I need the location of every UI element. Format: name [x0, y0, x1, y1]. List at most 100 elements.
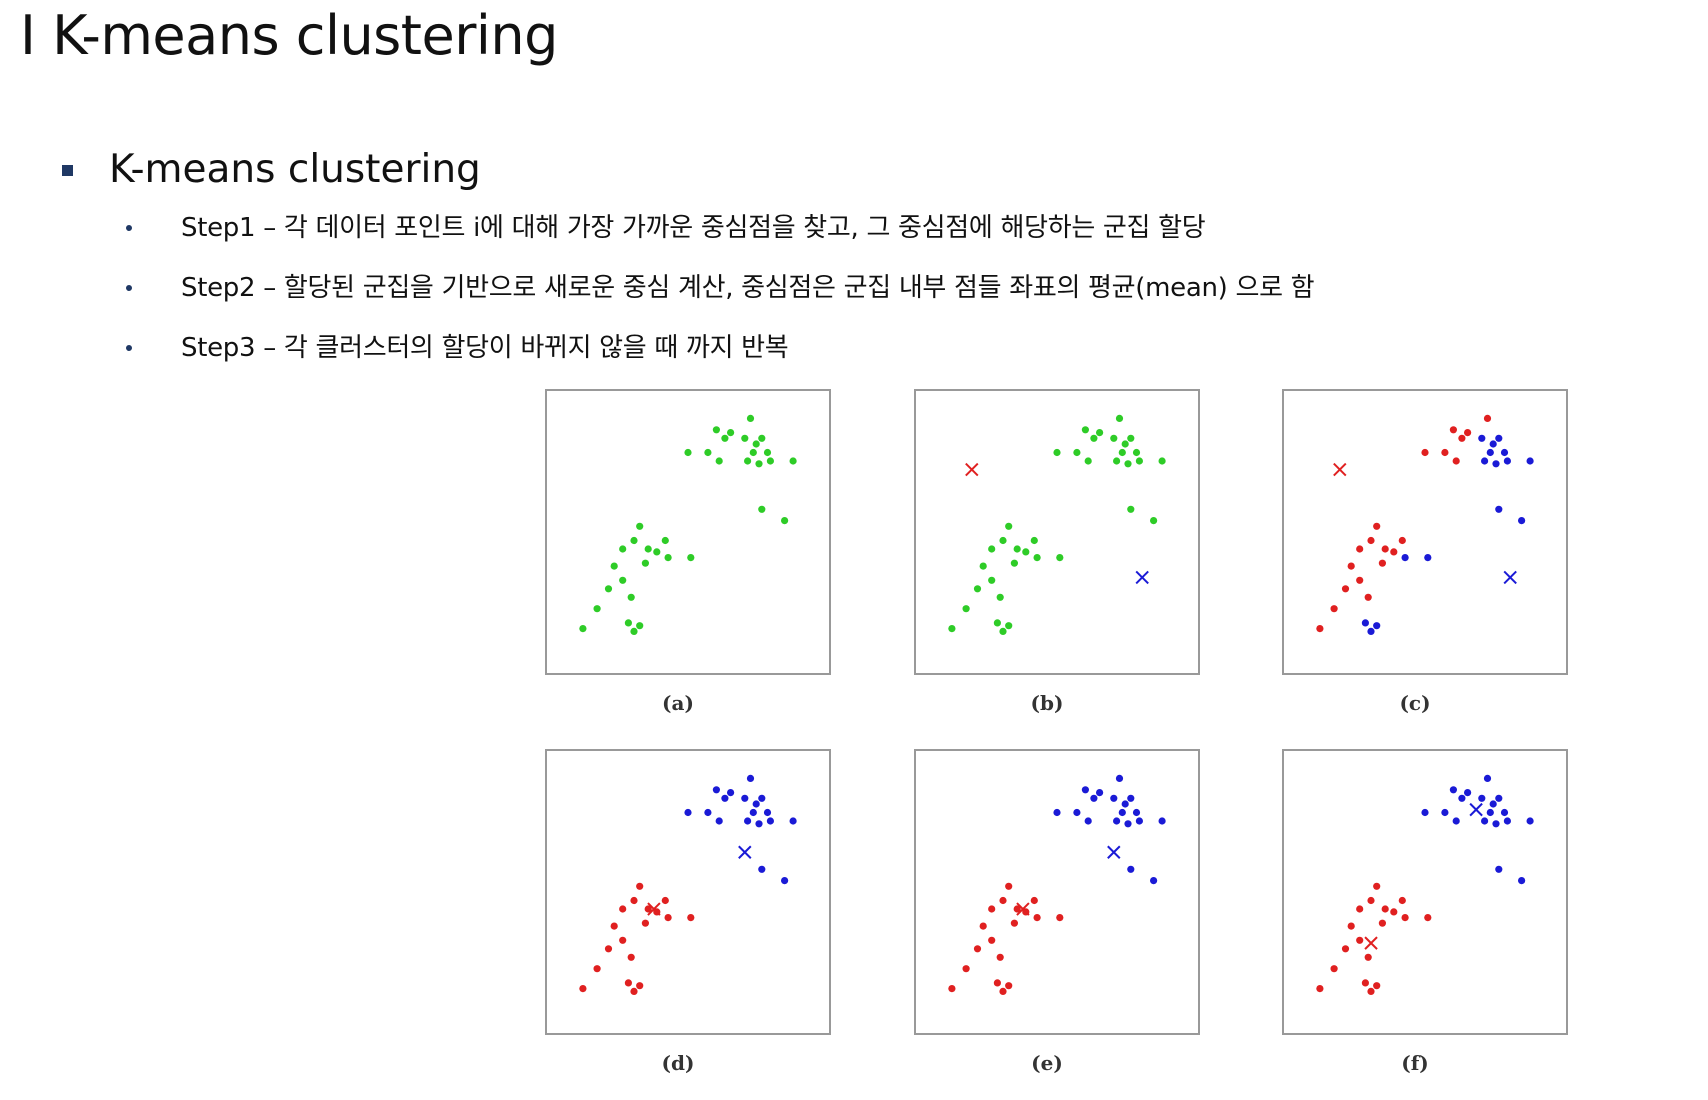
- data-point: [741, 434, 749, 442]
- data-point: [993, 979, 1002, 987]
- dot-bullet-icon: [126, 225, 132, 231]
- panel-frame: [1282, 749, 1568, 1035]
- data-point: [715, 817, 723, 825]
- data-point: [758, 434, 766, 442]
- panel-frame: [914, 389, 1200, 675]
- data-point: [741, 794, 749, 802]
- data-point: [1503, 817, 1511, 825]
- step-item-1: Step1 – 각 데이터 포인트 i에 대해 가장 가까운 중심점을 찾고, …: [62, 198, 1314, 258]
- data-point: [1158, 817, 1166, 825]
- data-point: [1495, 865, 1503, 873]
- page-title: I K-means clustering: [20, 4, 558, 67]
- step-text-1: Step1 – 각 데이터 포인트 i에 대해 가장 가까운 중심점을 찾고, …: [181, 213, 1206, 243]
- data-point: [641, 919, 650, 927]
- data-point: [1503, 457, 1511, 465]
- data-point: [1367, 536, 1375, 545]
- data-point: [1489, 440, 1497, 448]
- data-point: [619, 576, 627, 584]
- centroid-cross-icon: [738, 845, 752, 859]
- data-point: [1526, 817, 1534, 825]
- data-point: [1033, 914, 1041, 922]
- data-point: [1373, 622, 1381, 630]
- data-point: [1053, 808, 1061, 817]
- data-point: [999, 536, 1007, 545]
- data-point: [1005, 982, 1013, 990]
- data-point: [1378, 919, 1386, 927]
- panel-label: (e): [1031, 1051, 1063, 1075]
- data-point: [1481, 817, 1489, 825]
- data-point: [664, 554, 672, 562]
- data-point: [973, 585, 982, 593]
- data-point: [1424, 914, 1432, 922]
- data-point: [763, 448, 772, 457]
- data-point: [1115, 414, 1124, 422]
- data-point: [1127, 794, 1135, 802]
- data-point: [1381, 545, 1389, 553]
- data-point: [684, 808, 692, 817]
- section-title: K-means clustering: [109, 147, 481, 192]
- data-point: [1367, 896, 1375, 905]
- data-point: [1424, 554, 1432, 562]
- data-point: [1526, 457, 1534, 465]
- panel-label: (f): [1401, 1051, 1429, 1075]
- data-point: [604, 585, 613, 593]
- data-point: [1341, 945, 1350, 953]
- data-point: [1361, 979, 1369, 987]
- step-text-3: Step3 – 각 클러스터의 할당이 바뀌지 않을 때 까지 반복: [181, 333, 789, 363]
- data-point: [758, 505, 766, 513]
- data-point: [1010, 919, 1019, 927]
- data-point: [1441, 448, 1449, 457]
- centroid-cross-icon: [1016, 902, 1030, 916]
- data-point: [593, 605, 601, 613]
- data-point: [1081, 426, 1089, 434]
- data-point: [1398, 536, 1406, 545]
- data-point: [755, 820, 763, 828]
- data-point: [610, 922, 618, 930]
- data-point: [630, 987, 638, 996]
- data-point: [1518, 517, 1526, 525]
- data-point: [619, 905, 627, 913]
- data-point: [746, 414, 755, 422]
- data-point: [789, 457, 797, 465]
- data-point: [988, 936, 996, 944]
- data-point: [593, 965, 601, 973]
- data-point: [1441, 808, 1449, 817]
- data-point: [1347, 562, 1355, 570]
- data-point: [604, 945, 613, 953]
- panel-frame: [545, 389, 831, 675]
- data-point: [988, 576, 996, 584]
- data-point: [993, 619, 1002, 627]
- data-point: [1096, 789, 1104, 797]
- step-item-3: Step3 – 각 클러스터의 할당이 바뀌지 않을 때 까지 반복: [62, 318, 1314, 378]
- data-point: [1056, 554, 1064, 562]
- data-point: [1495, 434, 1503, 442]
- data-point: [1124, 820, 1132, 828]
- scatter-panel: (b): [914, 389, 1200, 715]
- data-point: [684, 448, 692, 457]
- data-point: [627, 593, 635, 601]
- data-point: [1483, 414, 1492, 422]
- data-point: [1073, 808, 1081, 817]
- data-point: [1330, 605, 1338, 613]
- data-point: [1373, 882, 1381, 890]
- data-point: [1132, 448, 1141, 457]
- scatter-panel: (e): [914, 749, 1200, 1075]
- dot-bullet-icon: [126, 285, 132, 291]
- data-point: [999, 896, 1007, 905]
- data-point: [999, 627, 1007, 636]
- data-point: [1364, 593, 1372, 601]
- data-point: [1121, 440, 1129, 448]
- data-point: [1464, 429, 1472, 437]
- data-point: [744, 457, 752, 465]
- data-point: [1495, 505, 1503, 513]
- data-point: [1127, 865, 1135, 873]
- data-point: [1330, 965, 1338, 973]
- data-point: [636, 622, 644, 630]
- data-point: [1013, 905, 1021, 913]
- data-point: [704, 808, 712, 817]
- centroid-cross-icon: [1364, 936, 1378, 950]
- data-point: [1500, 808, 1509, 817]
- data-point: [962, 605, 970, 613]
- data-point: [1113, 457, 1121, 465]
- data-point: [1132, 808, 1141, 817]
